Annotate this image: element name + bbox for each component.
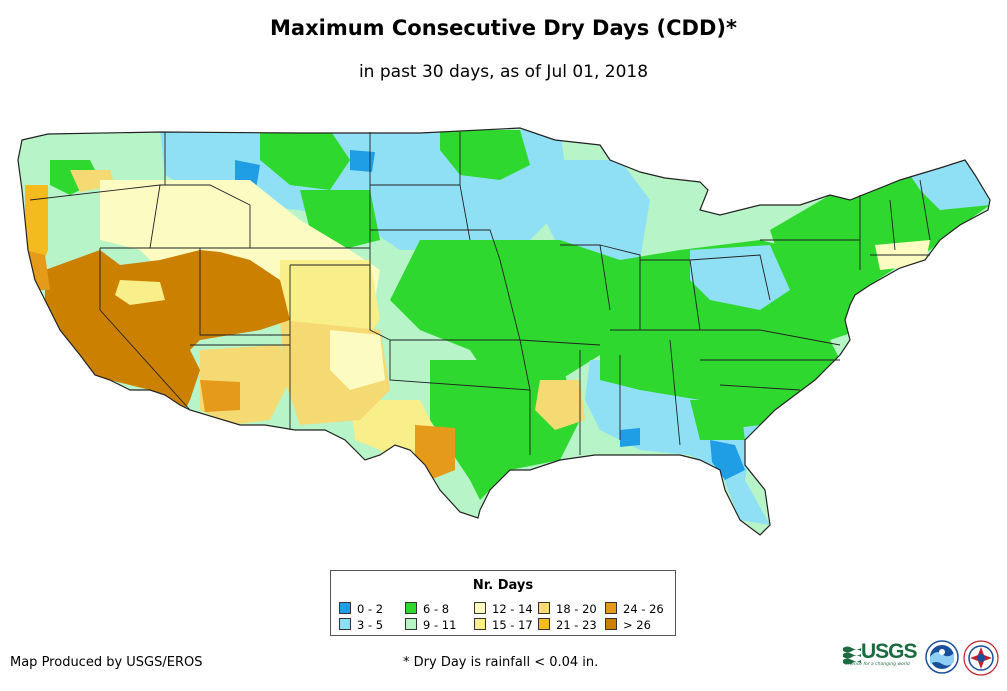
legend-swatch — [538, 618, 550, 630]
legend-swatch — [538, 602, 550, 614]
legend: Nr. Days 0 - 2 3 - 5 6 - 8 9 - 11 12 - 1… — [330, 570, 676, 636]
legend-swatch — [339, 602, 351, 614]
legend-swatch — [405, 602, 417, 614]
legend-swatch — [339, 618, 351, 630]
legend-swatch — [605, 618, 617, 630]
legend-item-15-17: 15 - 17 — [474, 618, 533, 632]
usgs-logo: USGS science for a changing world — [843, 640, 921, 670]
legend-item-3-5: 3 - 5 — [339, 618, 383, 632]
legend-swatch — [405, 618, 417, 630]
usgs-wave-icon — [843, 646, 861, 664]
noaa-seal-icon — [925, 640, 959, 674]
usgs-wordmark: USGS — [861, 640, 918, 663]
legend-title: Nr. Days — [472, 578, 534, 593]
legend-item-18-20: 18 - 20 — [538, 602, 597, 616]
map-subtitle: in past 30 days, as of Jul 01, 2018 — [358, 62, 649, 82]
dry-day-footnote: * Dry Day is rainfall < 0.04 in. — [403, 655, 599, 670]
legend-swatch — [605, 602, 617, 614]
us-cdd-map — [17, 127, 991, 536]
legend-item-6-8: 6 - 8 — [405, 602, 449, 616]
map-credit: Map Produced by USGS/EROS — [10, 655, 203, 670]
legend-item-24-26: 24 - 26 — [605, 602, 664, 616]
legend-item-over-26: > 26 — [605, 618, 651, 632]
legend-item-9-11: 9 - 11 — [405, 618, 456, 632]
state-boundaries — [29, 132, 931, 455]
map-title: Maximum Consecutive Dry Days (CDD)* — [270, 16, 737, 40]
legend-item-21-23: 21 - 23 — [538, 618, 597, 632]
usgs-tagline: science for a changing world — [845, 662, 910, 667]
legend-swatch — [474, 602, 486, 614]
nws-seal-icon — [963, 640, 999, 676]
legend-item-12-14: 12 - 14 — [474, 602, 533, 616]
legend-item-0-2: 0 - 2 — [339, 602, 383, 616]
cdd-color-zones — [18, 128, 990, 535]
legend-swatch — [474, 618, 486, 630]
